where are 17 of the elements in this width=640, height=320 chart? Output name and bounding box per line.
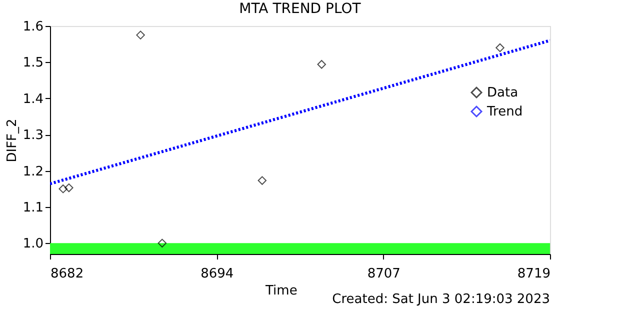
y-tick-label: 1.1 — [22, 200, 44, 216]
legend-label: Data — [487, 86, 518, 100]
x-tick-label: 8694 — [200, 266, 234, 282]
y-tick-label: 1.6 — [22, 20, 44, 34]
x-tick-label: 8682 — [50, 266, 84, 282]
legend-label: Trend — [486, 104, 523, 120]
text: Created: Sat Jun 3 02:19:03 2023 — [332, 292, 550, 307]
chart-title: MTA TREND PLOT — [239, 1, 362, 17]
x-axis-title: Time — [264, 284, 298, 298]
y-axis-title: DIFF_2 — [4, 118, 20, 162]
y-tick-label: 1.0 — [22, 236, 44, 252]
y-tick-label: 1.4 — [22, 92, 44, 107]
x-tick-label: 8719 — [517, 266, 550, 282]
x-tick-label: 8707 — [367, 266, 400, 282]
y-tick-label: 1.5 — [22, 56, 44, 71]
y-tick-label: 1.3 — [22, 128, 44, 144]
y-tick-label: 1.2 — [22, 164, 44, 180]
